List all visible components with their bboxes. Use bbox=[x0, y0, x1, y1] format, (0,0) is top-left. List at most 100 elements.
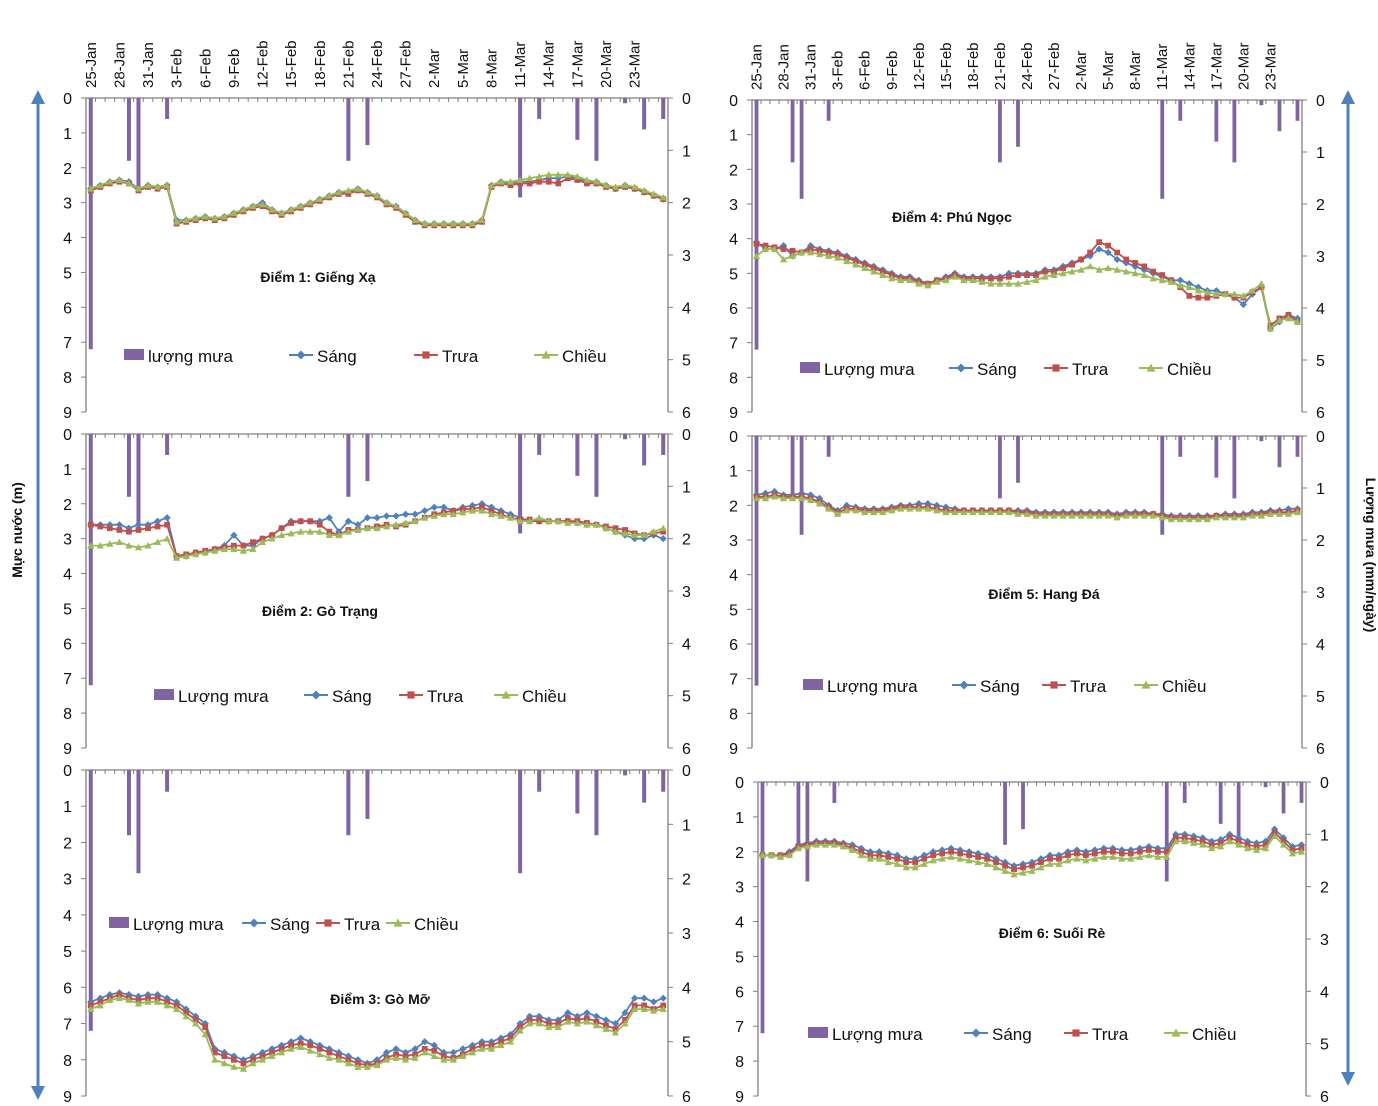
series-point bbox=[135, 527, 142, 533]
series-point bbox=[554, 1023, 562, 1031]
y-tick-label-left: 8 bbox=[729, 370, 738, 387]
series-point bbox=[584, 180, 590, 187]
series-point bbox=[1005, 508, 1013, 516]
series-point bbox=[297, 1040, 304, 1047]
series-point bbox=[1208, 844, 1216, 852]
legend-label: Sáng bbox=[332, 687, 372, 706]
y-tick-label-left: 6 bbox=[735, 984, 744, 1001]
series-point bbox=[545, 1023, 553, 1031]
series-point bbox=[839, 842, 847, 850]
series-point bbox=[888, 506, 896, 514]
y-tick-label-left: 4 bbox=[735, 915, 744, 932]
series-point bbox=[488, 1042, 495, 1049]
series-point bbox=[144, 181, 152, 189]
legend-label: Lượng mưa bbox=[178, 687, 269, 706]
legend-label: Sáng bbox=[992, 1025, 1032, 1044]
x-tick-label: 3-Feb bbox=[169, 49, 186, 88]
series-point bbox=[287, 206, 295, 213]
rain-bar bbox=[575, 434, 580, 476]
series-point bbox=[1145, 842, 1153, 851]
legend-label: Lượng mưa bbox=[133, 915, 224, 934]
series-point bbox=[1015, 272, 1021, 278]
rain-bar bbox=[594, 770, 599, 836]
series-point bbox=[440, 1053, 447, 1060]
series-point bbox=[825, 252, 833, 259]
series-point bbox=[468, 507, 477, 514]
y-tick-label-left: 7 bbox=[63, 671, 72, 688]
series-point bbox=[583, 1018, 591, 1025]
series-point bbox=[1105, 242, 1112, 249]
y-tick-label-right: 4 bbox=[682, 300, 691, 317]
legend: Lượng mưa Sáng Trưa Chiều bbox=[800, 360, 1211, 379]
x-tick-label: 15-Feb bbox=[938, 42, 955, 90]
y-tick-label-left: 6 bbox=[729, 301, 738, 318]
series-point bbox=[1019, 869, 1027, 876]
x-tick-label: 6-Feb bbox=[197, 49, 214, 88]
series-point bbox=[249, 545, 257, 553]
right-axis-arrow bbox=[1341, 90, 1355, 1086]
series-point bbox=[861, 508, 869, 516]
series-point bbox=[526, 180, 533, 187]
rain-bar bbox=[799, 436, 804, 535]
y-tick-label-right: 5 bbox=[682, 689, 691, 706]
series-point bbox=[843, 506, 851, 514]
series-point bbox=[325, 514, 333, 522]
series-point bbox=[373, 524, 381, 532]
legend: Lượng mưa Sáng Trưa Chiều bbox=[109, 915, 458, 934]
series-point bbox=[852, 261, 860, 268]
y-tick-label-left: 4 bbox=[63, 231, 72, 248]
series-point bbox=[324, 919, 332, 927]
series-point bbox=[611, 528, 620, 535]
series-point bbox=[516, 517, 524, 525]
series-point bbox=[592, 178, 601, 185]
series-point bbox=[761, 245, 770, 252]
series-point bbox=[354, 1063, 362, 1070]
series-point bbox=[1297, 848, 1306, 855]
series-point bbox=[307, 1042, 314, 1049]
series-markers-Chiều bbox=[87, 994, 667, 1072]
series-point bbox=[911, 863, 919, 871]
x-tick-label: 21-Feb bbox=[992, 42, 1009, 90]
series-point bbox=[1230, 290, 1238, 298]
series-point bbox=[478, 1045, 486, 1052]
series-point bbox=[440, 1056, 448, 1063]
series-point bbox=[834, 510, 842, 517]
series-point bbox=[650, 528, 658, 535]
series-point bbox=[1149, 512, 1157, 519]
series-point bbox=[770, 245, 779, 252]
rain-bar bbox=[623, 434, 628, 440]
series-point bbox=[354, 185, 362, 192]
y-tick-label-right: 5 bbox=[1320, 1037, 1329, 1054]
series-point bbox=[1266, 510, 1275, 517]
series-point bbox=[984, 855, 990, 862]
series-point bbox=[249, 202, 257, 210]
series-point bbox=[1154, 844, 1162, 852]
series-point bbox=[1158, 276, 1166, 284]
series-point bbox=[354, 526, 362, 533]
series-point bbox=[1041, 273, 1049, 280]
series-point bbox=[1091, 846, 1099, 854]
series-point bbox=[897, 276, 905, 284]
rain-bar bbox=[365, 434, 370, 482]
series-point bbox=[1092, 850, 1098, 857]
series-point bbox=[812, 841, 820, 848]
legend-label: Trưa bbox=[1072, 360, 1109, 379]
legend-label: Trưa bbox=[1092, 1025, 1129, 1044]
series-point bbox=[1042, 268, 1048, 275]
series-point bbox=[789, 247, 796, 254]
series-point bbox=[231, 1056, 237, 1063]
series-point bbox=[1176, 281, 1184, 289]
series-point bbox=[554, 517, 562, 525]
series-point bbox=[830, 841, 838, 848]
series-point bbox=[192, 1017, 199, 1023]
series-point bbox=[230, 545, 238, 553]
y-tick-label-left: 7 bbox=[63, 335, 72, 352]
series-point bbox=[326, 1049, 333, 1056]
legend-swatch bbox=[124, 349, 144, 360]
y-tick-label-left: 3 bbox=[63, 532, 72, 549]
series-point bbox=[1113, 513, 1121, 521]
series-point bbox=[430, 220, 438, 227]
series-point bbox=[621, 529, 629, 537]
series-point bbox=[277, 531, 286, 539]
y-tick-label-left: 4 bbox=[729, 232, 738, 249]
